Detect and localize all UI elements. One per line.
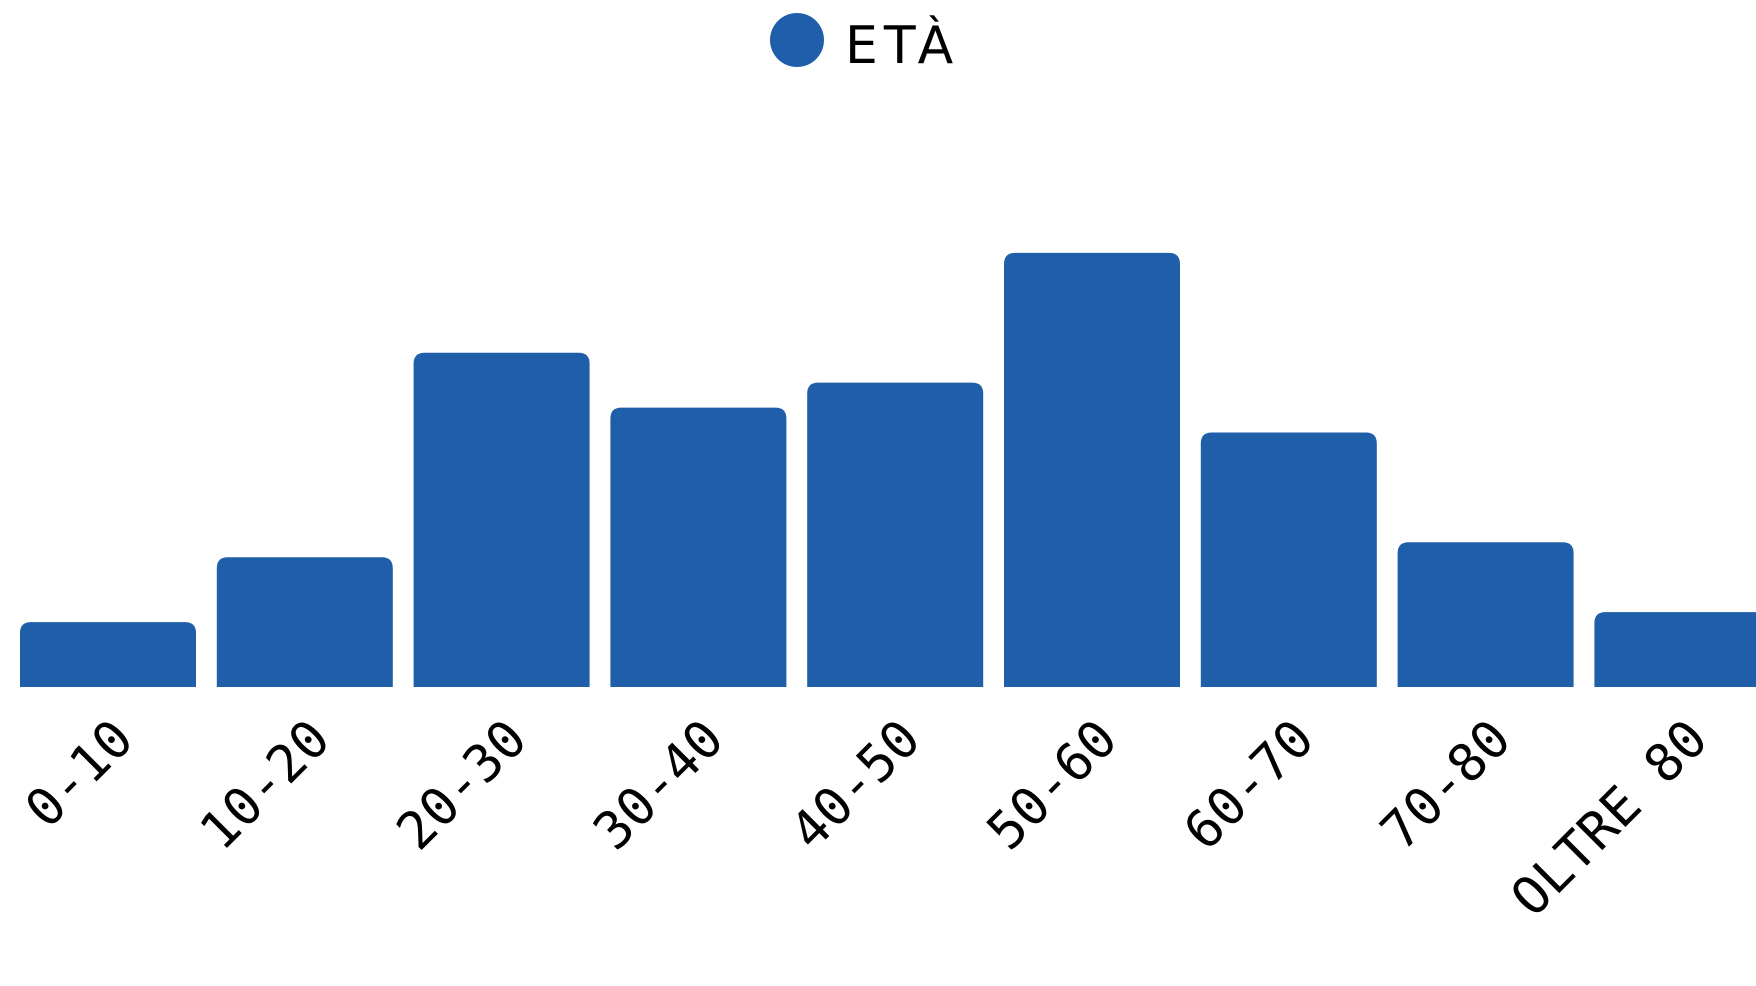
x-tick-label-60-70: 60-70 — [1173, 709, 1326, 862]
bar-60-70 — [1200, 432, 1377, 687]
bar-0-10 — [20, 622, 196, 687]
bar-50-60 — [1004, 252, 1180, 687]
bar-10-20 — [216, 557, 393, 687]
x-tick-label-50-60: 50-60 — [976, 709, 1129, 862]
x-tick-label-oltre-80: OLTRE 80 — [1500, 709, 1720, 929]
legend-label-eta: ETÀ — [845, 15, 959, 76]
x-tick-label-20-30: 20-30 — [386, 709, 539, 862]
x-tick-label-0-10: 0-10 — [14, 709, 145, 840]
bar-oltre-80 — [1594, 612, 1756, 687]
x-tick-label-30-40: 30-40 — [582, 709, 735, 862]
legend-swatch-eta — [770, 13, 824, 67]
bar-70-80 — [1397, 542, 1574, 687]
bars-group — [20, 252, 1756, 687]
bar-20-30 — [413, 352, 590, 687]
x-tick-label-10-20: 10-20 — [189, 709, 342, 862]
bar-30-40 — [610, 407, 787, 687]
bar-40-50 — [807, 382, 984, 687]
chart-legend: ETÀ — [770, 13, 959, 76]
x-tick-label-70-80: 70-80 — [1370, 709, 1523, 862]
x-tick-label-40-50: 40-50 — [779, 709, 932, 862]
x-axis-tick-labels: 0-10 10-20 20-30 30-40 40-50 50-60 60-70 70-80O… — [14, 709, 1719, 929]
